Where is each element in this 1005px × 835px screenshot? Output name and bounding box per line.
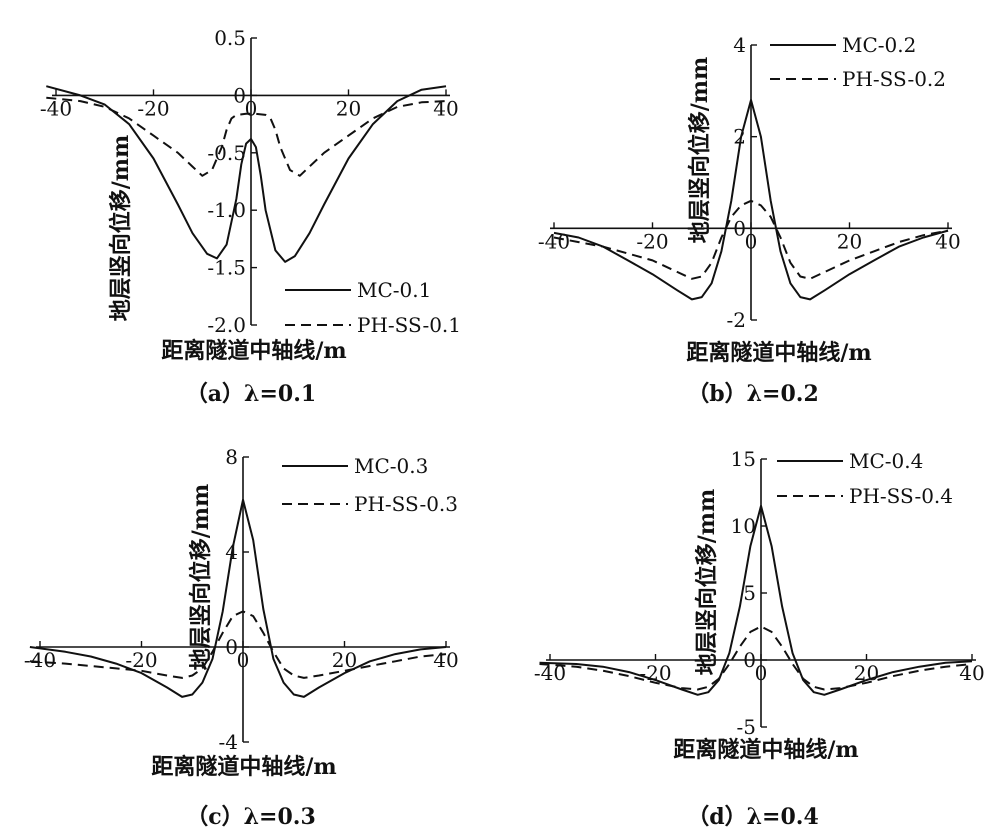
x-tick-label: 40 — [433, 96, 458, 120]
legend-label: PH-SS-0.1 — [357, 313, 461, 337]
legend-label: PH-SS-0.2 — [842, 67, 946, 91]
x-axis-label: 距离隧道中轴线/m — [151, 754, 336, 780]
x-tick-label: -20 — [639, 661, 671, 685]
y-tick-label: -1.5 — [207, 256, 246, 280]
x-tick-label: 20 — [336, 96, 361, 120]
chart-panel-d: -40 -20 0 20 40 15 10 5 0 -5 地层竖向位移/mm 距离隧道中轴线/m MC-… — [502, 417, 1004, 834]
y-axis-label: 地层竖向位移/mm — [108, 135, 134, 322]
y-tick-label: 5 — [743, 581, 756, 605]
series-line-MC-0.4 — [539, 504, 973, 696]
x-tick-label: 0 — [237, 648, 250, 672]
x-tick-label: 0 — [245, 96, 258, 120]
y-tick-label: 0 — [743, 648, 756, 672]
x-axis-label: 距离隧道中轴线/m — [686, 340, 871, 366]
series-line-PH-SS-0.2 — [553, 199, 949, 280]
chart-panel-c: -40 -20 0 20 40 8 4 0 -4 地层竖向位移/mm 距离隧道中轴线/m MC-0.3… — [0, 417, 502, 834]
y-axis-label: 地层竖向位移/mm — [694, 489, 720, 676]
chart-b-svg: -40 -20 0 20 40420-2地层竖向位移/mm距离隧道中轴线/mMC-0.2… — [538, 33, 961, 366]
legend-label: MC-0.1 — [357, 278, 431, 302]
legend-label: MC-0.4 — [849, 449, 923, 473]
x-tick-label: -40 — [24, 648, 56, 672]
y-tick-label: 0 — [233, 83, 246, 107]
legend-label: MC-0.2 — [842, 33, 916, 57]
y-tick-label: 8 — [225, 445, 238, 469]
series-line-MC-0.2 — [553, 99, 949, 301]
chart-b-caption: （b）λ=0.2 — [687, 381, 819, 407]
x-tick-label: 20 — [837, 229, 862, 253]
y-tick-label: 4 — [733, 33, 746, 57]
legend-label: PH-SS-0.4 — [849, 484, 953, 508]
x-tick-label: 0 — [745, 229, 758, 253]
y-tick-label: 0 — [225, 635, 238, 659]
chart-a-svg: -40 -20 0 20 400.50-0.5-1.0-1.5-2.0地层竖向位移/mm… — [40, 26, 461, 364]
chart-panel-a: -40 -20 0 20 40 0.5 0 -0.5 -1.0 -1.5 -2.0 地层竖向位移/mm… — [0, 0, 502, 417]
y-tick-label: 0 — [733, 216, 746, 240]
y-tick-label: -4 — [219, 730, 238, 754]
y-tick-label: 0.5 — [214, 26, 246, 50]
series-line-PH-SS-0.3 — [29, 610, 447, 679]
chart-d-svg: -40 -20 0 20 40151050-5地层竖向位移/mm距离隧道中轴线/mMC-… — [534, 447, 985, 763]
x-tick-label: 20 — [332, 648, 357, 672]
y-tick-label: 10 — [731, 514, 756, 538]
series-line-MC-0.1 — [46, 85, 447, 263]
x-tick-label: 0 — [755, 661, 768, 685]
y-tick-label: -2 — [727, 308, 746, 332]
y-tick-label: -1.0 — [207, 198, 246, 222]
series-line-PH-SS-0.4 — [539, 625, 973, 691]
series-line-MC-0.3 — [29, 498, 447, 698]
y-tick-label: -0.5 — [207, 141, 246, 165]
legend-label: MC-0.3 — [354, 454, 428, 478]
x-axis-label: 距离隧道中轴线/m — [161, 338, 346, 364]
series-line-PH-SS-0.1 — [46, 96, 447, 177]
chart-a-caption: （a）λ=0.1 — [185, 381, 317, 407]
chart-c-svg: -40 -20 0 20 40840-4地层竖向位移/mm距离隧道中轴线/mMC-0.3… — [24, 445, 459, 780]
y-axis-label: 地层竖向位移/mm — [188, 484, 214, 671]
legend-label: PH-SS-0.3 — [354, 492, 458, 516]
x-tick-label: 40 — [433, 648, 458, 672]
y-tick-label: 15 — [731, 447, 756, 471]
x-tick-label: 20 — [854, 661, 879, 685]
y-tick-label: -2.0 — [207, 313, 246, 337]
chart-c-caption: （c）λ=0.3 — [186, 804, 316, 830]
x-tick-label: -20 — [636, 229, 668, 253]
x-axis-label: 距离隧道中轴线/m — [673, 737, 858, 763]
chart-d-caption: （d）λ=0.4 — [687, 804, 819, 830]
y-axis-label: 地层竖向位移/mm — [687, 57, 713, 244]
x-tick-label: -20 — [137, 96, 169, 120]
x-tick-label: -20 — [125, 648, 157, 672]
chart-panel-b: -40 -20 0 20 40 4 2 0 -2 地层竖向位移/mm 距离隧道中轴线/m MC-0.2… — [502, 0, 1004, 417]
y-tick-label: -5 — [737, 715, 756, 739]
